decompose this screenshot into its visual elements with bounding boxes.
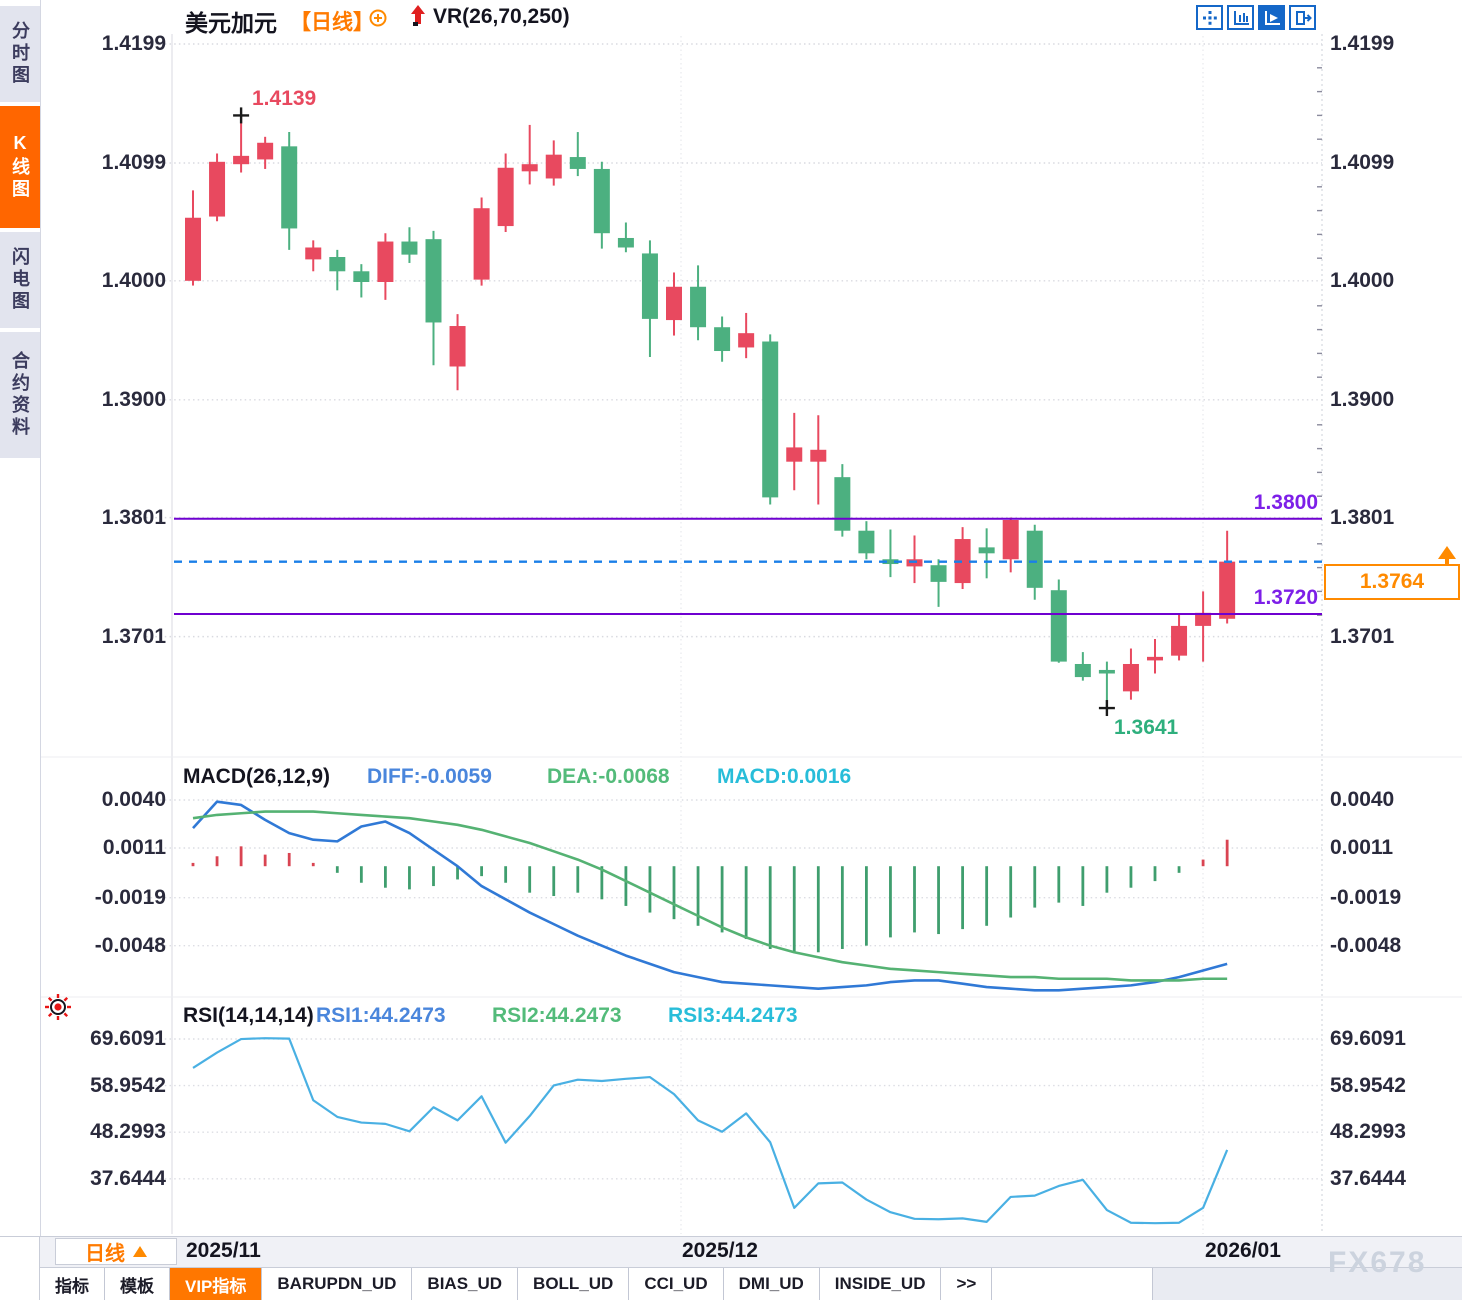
y-axis-label: 1.3701 (1330, 624, 1395, 648)
x-axis-label: 2025/12 (682, 1239, 758, 1262)
tab-templates[interactable]: 模板 (105, 1268, 170, 1300)
y-axis-label: 1.4000 (101, 268, 166, 292)
period-label[interactable]: 【日线】 (290, 11, 374, 34)
y-axis-label: -0.0019 (94, 885, 166, 909)
sidebar-tab-kline-chart[interactable]: K线图 (0, 106, 40, 228)
axis-chart-icon[interactable] (1227, 5, 1254, 30)
tab-barupdn-ud[interactable]: BARUPDN_UD (262, 1268, 413, 1300)
sidebar: 分时图 K线图 闪电图 合约资料 (0, 0, 41, 1300)
y-axis-label: 37.6444 (90, 1166, 166, 1190)
y-axis-label: 69.6091 (90, 1027, 166, 1050)
price-up-arrow-icon (1438, 546, 1456, 559)
tab-boll-ud[interactable]: BOLL_UD (518, 1268, 630, 1300)
y-axis-label: -0.0048 (1330, 933, 1402, 957)
tab-cci-ud[interactable]: CCI_UD (629, 1268, 724, 1300)
rsi1-value: RSI1:44.2473 (316, 1004, 446, 1027)
bottom-left-corner (0, 1236, 40, 1300)
y-axis-label: -0.0019 (1330, 885, 1402, 909)
indicator-settings-sun-icon[interactable] (44, 993, 72, 1021)
sidebar-tab-flash-chart[interactable]: 闪电图 (0, 232, 40, 328)
support-level-label: 1.3720 (1253, 586, 1318, 609)
exit-right-icon[interactable] (1289, 5, 1316, 30)
period-selector-label: 日线 (85, 1243, 125, 1265)
axis-play-icon[interactable] (1258, 5, 1285, 30)
tab-dmi-ud[interactable]: DMI_UD (723, 1268, 820, 1300)
y-axis-label: 1.3900 (1330, 387, 1395, 411)
sidebar-tab-time-chart[interactable]: 分时图 (0, 6, 40, 102)
y-axis-label: 0.0011 (102, 836, 166, 859)
tab-indicators[interactable]: 指标 (40, 1268, 105, 1300)
crosshair-move-icon[interactable] (1196, 5, 1223, 30)
y-axis-label: 0.0040 (1330, 788, 1395, 811)
period-selector-button[interactable]: 日线 (55, 1238, 177, 1265)
y-axis-label: 1.4099 (1330, 151, 1395, 174)
caret-up-icon (133, 1246, 147, 1257)
chart-toolbar (1196, 5, 1316, 30)
y-axis-label: -0.0048 (94, 933, 166, 957)
x-axis-label: 2025/11 (186, 1239, 261, 1262)
circle-plus-icon[interactable] (369, 9, 387, 27)
y-axis-label: 1.3701 (101, 624, 166, 648)
y-axis-label: 69.6091 (1330, 1027, 1406, 1050)
symbol-title: 美元加元 (185, 10, 277, 36)
macd-diff-value: DIFF:-0.0059 (367, 765, 492, 788)
tab-more[interactable]: >> (941, 1268, 993, 1300)
y-axis-label: 1.4199 (101, 32, 166, 55)
y-axis-label: 1.3900 (101, 387, 166, 411)
low-price-label: 1.3641 (1114, 716, 1179, 739)
macd-title[interactable]: MACD(26,12,9) (183, 765, 331, 788)
y-axis-label: 48.2993 (90, 1120, 166, 1144)
indicator-title[interactable]: VR(26,70,250) (433, 5, 570, 28)
y-axis-label: 1.4199 (1330, 32, 1395, 55)
y-axis-label: 1.3801 (1330, 505, 1395, 529)
x-axis-strip (40, 1236, 1462, 1267)
tabbar-filler (992, 1268, 1154, 1300)
y-axis-label: 0.0040 (101, 788, 166, 811)
indicator-tabbar: 指标 模板 VIP指标 BARUPDN_UD BIAS_UD BOLL_UD C… (40, 1267, 1462, 1300)
y-axis-label: 1.4099 (101, 151, 166, 174)
tab-vip-indicators[interactable]: VIP指标 (170, 1268, 263, 1300)
y-axis-label: 37.6444 (1330, 1166, 1406, 1190)
y-axis-label: 0.0011 (1330, 836, 1394, 859)
trend-up-arrow-icon (408, 3, 428, 29)
y-axis-label: 58.9542 (90, 1073, 166, 1097)
tab-inside-ud[interactable]: INSIDE_UD (819, 1268, 942, 1300)
y-axis-label: 48.2993 (1330, 1120, 1406, 1144)
sidebar-tab-contract-info[interactable]: 合约资料 (0, 332, 40, 458)
y-axis-label: 58.9542 (1330, 1073, 1406, 1097)
y-axis-label: 1.3801 (101, 505, 166, 529)
y-axis-label: 1.4000 (1330, 268, 1395, 292)
price-up-arrow-stem (1445, 556, 1449, 564)
high-price-label: 1.4139 (252, 87, 317, 110)
rsi3-value: RSI3:44.2473 (668, 1004, 798, 1027)
last-price-tag: 1.3764 (1324, 564, 1460, 600)
macd-hist-value: MACD:0.0016 (717, 765, 852, 788)
resistance-level-label: 1.3800 (1253, 490, 1318, 514)
x-axis-label: 2026/01 (1205, 1239, 1281, 1262)
rsi2-value: RSI2:44.2473 (492, 1004, 622, 1027)
tab-bias-ud[interactable]: BIAS_UD (412, 1268, 519, 1300)
macd-dea-value: DEA:-0.0068 (547, 765, 670, 788)
rsi-title[interactable]: RSI(14,14,14) (183, 1004, 314, 1027)
